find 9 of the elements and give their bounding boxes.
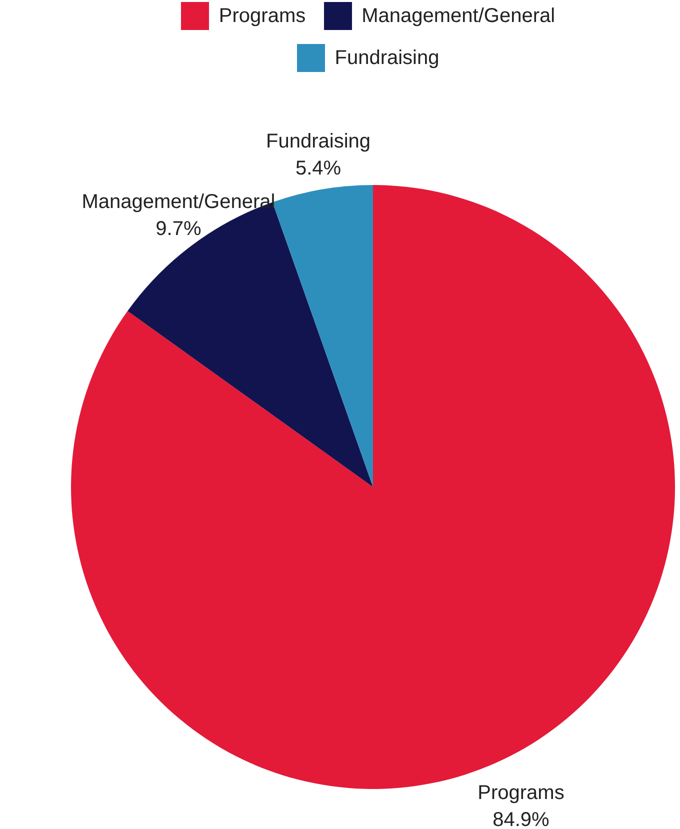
slice-label: Fundraising: [266, 130, 371, 153]
data-label: 5.4%: [296, 158, 342, 180]
legend-label: Programs: [218, 4, 306, 28]
legend-label: Fundraising: [334, 46, 440, 70]
legend-label: Management/General: [362, 4, 556, 28]
slice-label: Programs: [478, 782, 564, 804]
pie-slice: [272, 185, 373, 487]
data-label: 84.9%: [492, 809, 550, 829]
data-label: 9.7%: [156, 218, 202, 240]
